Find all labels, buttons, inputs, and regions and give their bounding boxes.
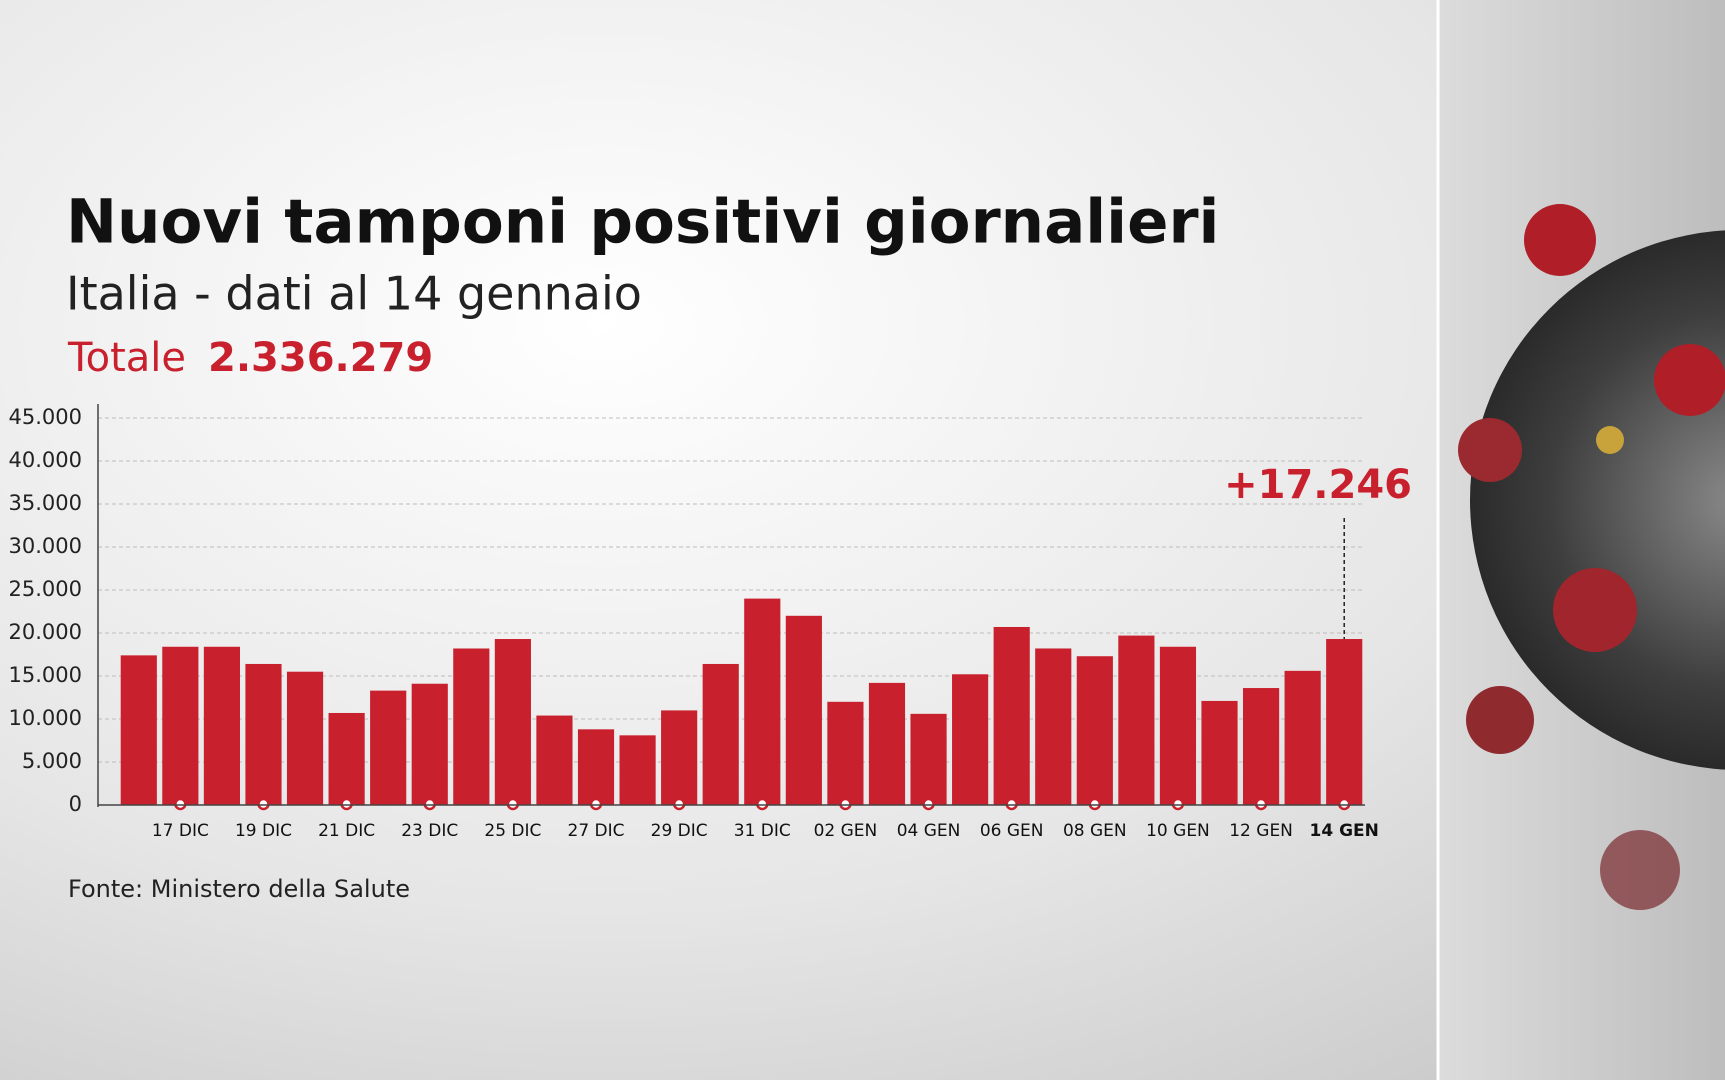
x-tick-label: 29 DIC	[651, 821, 708, 841]
x-tick-dot	[1171, 797, 1185, 811]
x-tick-dot	[839, 797, 852, 811]
x-tick-label: 02 GEN	[814, 821, 878, 841]
x-tick-label: 23 DIC	[401, 821, 458, 841]
x-tick-dot	[1088, 797, 1102, 811]
bar	[702, 663, 739, 805]
decoration	[1436, 0, 1725, 1080]
x-tick-label: 12 GEN	[1229, 821, 1293, 841]
bar	[910, 713, 947, 805]
source: Fonte: Ministero della Salute	[68, 875, 410, 903]
y-tick-label: 45.000	[9, 405, 82, 429]
x-tick-dot	[1005, 797, 1018, 811]
bar	[619, 735, 656, 805]
x-tick-dot	[672, 797, 686, 811]
bar	[1284, 670, 1321, 805]
chart-title: Nuovi tamponi positivi giornalieri	[66, 187, 1219, 258]
bar	[1076, 656, 1113, 805]
bar	[411, 683, 448, 805]
bar	[162, 646, 199, 805]
y-tick-label: 0	[69, 792, 82, 816]
y-tick-label: 10.000	[9, 706, 82, 730]
bar	[494, 639, 531, 805]
y-tick-label: 35.000	[9, 491, 82, 515]
x-tick-dot	[1254, 797, 1268, 811]
bar	[120, 655, 157, 805]
x-tick-dot	[423, 797, 436, 811]
chart-subtitle: Italia - dati al 14 gennaio	[66, 267, 642, 321]
x-tick-dot	[756, 797, 769, 811]
y-tick-label: 25.000	[9, 577, 82, 601]
x-tick-label: 31 DIC	[734, 821, 791, 841]
x-tick-dot	[1337, 797, 1351, 811]
y-tick-label: 15.000	[9, 663, 82, 687]
bar	[1035, 648, 1072, 805]
x-tick-label: 21 DIC	[318, 821, 375, 841]
bar	[827, 701, 864, 805]
x-tick-dot	[257, 797, 270, 811]
bar	[453, 648, 490, 805]
bar	[203, 646, 240, 805]
x-tick-dot	[506, 797, 520, 811]
bar	[245, 663, 282, 805]
bar	[536, 715, 573, 805]
y-tick-label: 40.000	[9, 448, 82, 472]
y-tick-label: 5.000	[22, 749, 82, 773]
bar	[577, 729, 615, 805]
bar	[952, 674, 989, 805]
y-tick-label: 20.000	[9, 620, 82, 644]
x-tick-label: 19 DIC	[235, 821, 292, 841]
bar	[785, 615, 822, 805]
annotation: +17.246	[1224, 462, 1412, 508]
x-tick-label: 25 DIC	[484, 821, 541, 841]
x-tick-label: 08 GEN	[1063, 821, 1127, 841]
bar	[1118, 635, 1155, 805]
total-value: 2.336.279	[208, 335, 433, 381]
x-tick-dot	[340, 797, 353, 811]
bar	[328, 712, 365, 805]
x-tick-label: 14 GEN	[1310, 821, 1379, 841]
x-tick-label: 27 DIC	[568, 821, 625, 841]
bar	[661, 710, 698, 805]
x-tick-label: 17 DIC	[152, 821, 209, 841]
bar	[1243, 688, 1280, 805]
x-tick-label: 10 GEN	[1146, 821, 1210, 841]
x-tick-dot	[922, 797, 935, 811]
bar	[1201, 700, 1238, 805]
bar	[1159, 646, 1197, 805]
bar	[744, 598, 781, 805]
x-tick-dot	[174, 797, 187, 811]
x-tick-dot	[589, 797, 603, 811]
bar	[1326, 639, 1363, 805]
x-tick-label: 06 GEN	[980, 821, 1044, 841]
y-tick-label: 30.000	[9, 534, 82, 558]
x-tick-label: 04 GEN	[897, 821, 961, 841]
bar	[868, 682, 906, 805]
bar	[286, 671, 324, 805]
bar	[993, 626, 1030, 805]
bar	[370, 690, 407, 805]
total-label: Totale	[67, 335, 186, 381]
